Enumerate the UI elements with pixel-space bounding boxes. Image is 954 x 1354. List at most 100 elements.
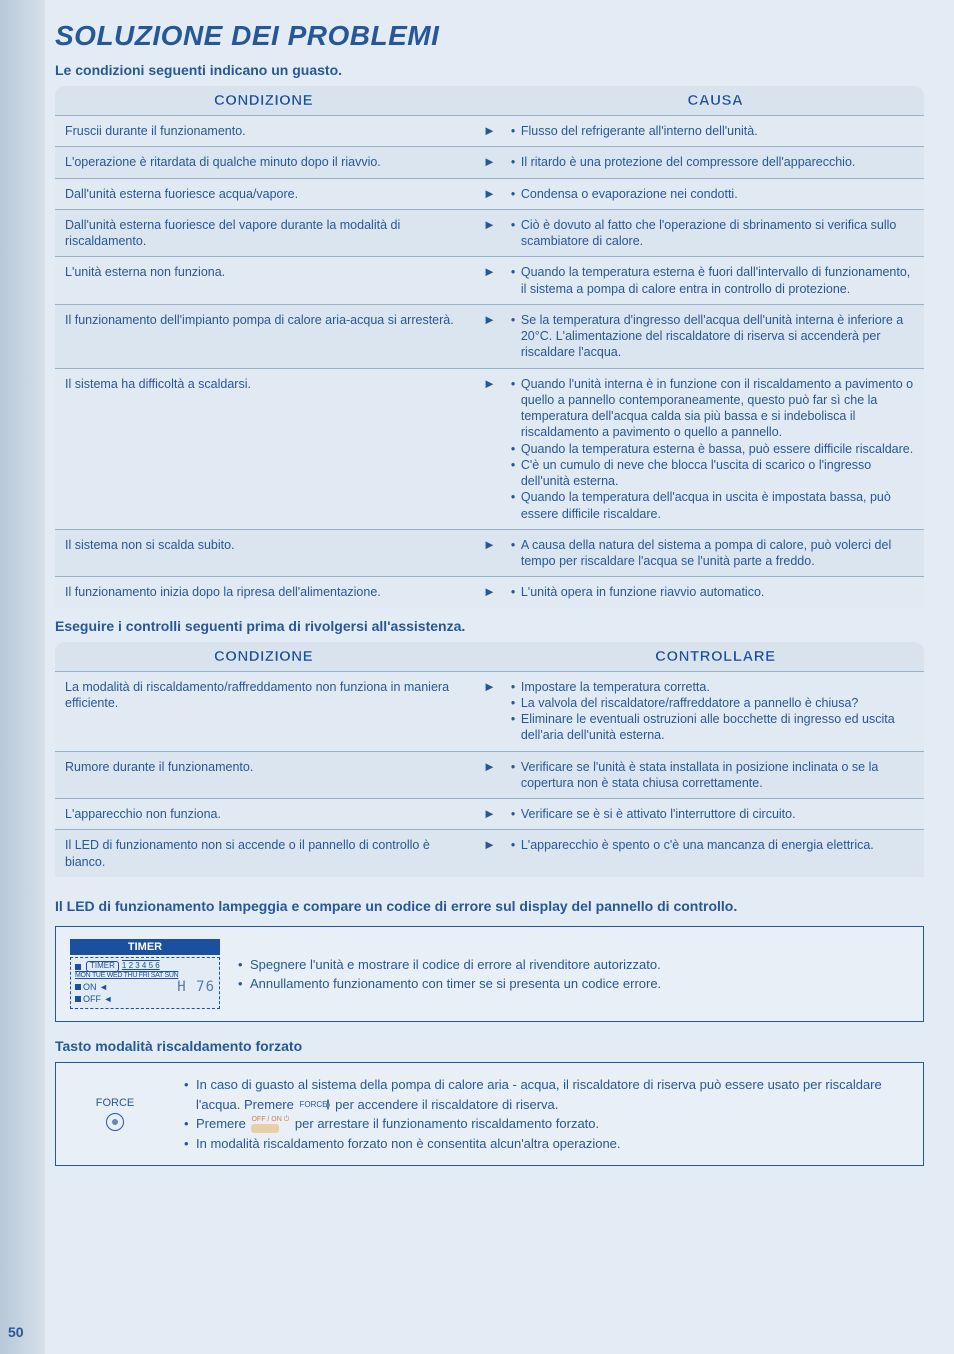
cause-item: Quando la temperatura dell'acqua in usci… — [511, 489, 914, 522]
section1-subtitle: Le condizioni seguenti indicano un guast… — [55, 62, 924, 78]
table-header-row: CONDIZIONE CAUSA — [55, 86, 924, 115]
arrow-icon: ► — [472, 535, 507, 572]
arrow-icon: ► — [472, 121, 507, 141]
timer-display: TIMER TIMER 1 2 3 4 5 6 MON TUE WED THU … — [70, 939, 220, 1009]
timer-label: TIMER — [70, 939, 220, 955]
table-row: L'operazione è ritardata di qualche minu… — [55, 146, 924, 177]
table-row: Dall'unità esterna fuoriesce del vapore … — [55, 209, 924, 257]
cause-item: Impostare la temperatura corretta. — [511, 679, 914, 695]
cause-cell: A causa della natura del sistema a pompa… — [507, 535, 924, 572]
condition-cell: Il funzionamento inizia dopo la ripresa … — [55, 582, 472, 602]
arrow-icon: ► — [472, 310, 507, 363]
lcd-on: ON ◄ — [83, 982, 108, 992]
cause-cell: Quando la temperatura esterna è fuori da… — [507, 262, 924, 299]
lcd-timer-badge: TIMER — [86, 961, 119, 972]
condition-cell: Fruscii durante il funzionamento. — [55, 121, 472, 141]
cause-cell: L'apparecchio è spento o c'è una mancanz… — [507, 835, 924, 872]
info-bullet: Annullamento funzionamento con timer se … — [238, 974, 909, 994]
table-row: Il funzionamento dell'impianto pompa di … — [55, 304, 924, 368]
condition-cell: Il funzionamento dell'impianto pompa di … — [55, 310, 472, 363]
inline-offon-label: OFF / ON ⏻ — [251, 1116, 289, 1123]
table-row: L'apparecchio non funziona.►Verificare s… — [55, 798, 924, 829]
arrow-icon: ► — [472, 804, 507, 824]
section3-note: Il LED di funzionamento lampeggia e comp… — [55, 897, 924, 917]
cause-item: L'apparecchio è spento o c'è una mancanz… — [511, 837, 914, 853]
lcd-off: OFF ◄ — [83, 994, 112, 1004]
table-row: Il sistema non si scalda subito.►A causa… — [55, 529, 924, 577]
section1-table: CONDIZIONE CAUSA Fruscii durante il funz… — [55, 86, 924, 608]
cause-item: Ciò è dovuto al fatto che l'operazione d… — [511, 217, 914, 250]
force-label: FORCE — [70, 1097, 160, 1109]
arrow-icon: ► — [472, 262, 507, 299]
cause-item: Quando la temperatura esterna è bassa, p… — [511, 441, 914, 457]
table-row: Rumore durante il funzionamento.►Verific… — [55, 751, 924, 799]
cause-item: L'unità opera in funzione riavvio automa… — [511, 584, 914, 600]
cause-item: Quando l'unità interna è in funzione con… — [511, 376, 914, 441]
force-mode-box: FORCE In caso di guasto al sistema della… — [55, 1062, 924, 1166]
cause-cell: Verificare se è si è attivato l'interrut… — [507, 804, 924, 824]
section2-subtitle: Eseguire i controlli seguenti prima di r… — [55, 618, 924, 634]
cause-cell: Il ritardo è una protezione del compress… — [507, 152, 924, 172]
arrow-icon: ► — [472, 374, 507, 524]
lcd-nums: 1 2 3 4 5 6 — [122, 962, 160, 971]
th-spacer — [472, 642, 507, 671]
section2-table: CONDIZIONE CONTROLLARE La modalità di ri… — [55, 642, 924, 877]
cause-cell: Impostare la temperatura corretta.La val… — [507, 677, 924, 746]
table-row: Fruscii durante il funzionamento.►Flusso… — [55, 115, 924, 146]
condition-cell: Il LED di funzionamento non si accende o… — [55, 835, 472, 872]
cause-item: Quando la temperatura esterna è fuori da… — [511, 264, 914, 297]
section3-bullet-list: Spegnere l'unità e mostrare il codice di… — [238, 955, 909, 994]
section4-subtitle: Tasto modalità riscaldamento forzato — [55, 1038, 924, 1054]
text: per arrestare il funzionamento riscaldam… — [295, 1116, 599, 1131]
cause-cell: Quando l'unità interna è in funzione con… — [507, 374, 924, 524]
arrow-icon: ► — [472, 677, 507, 746]
force-bullet-2: Premere OFF / ON ⏻ per arrestare il funz… — [184, 1114, 909, 1134]
table-row: Il sistema ha difficoltà a scaldarsi.►Qu… — [55, 368, 924, 529]
force-icon: FORCE — [70, 1097, 160, 1131]
cause-item: Il ritardo è una protezione del compress… — [511, 154, 914, 170]
page-title: SOLUZIONE DEI PROBLEMI — [55, 20, 924, 52]
cause-item: Eliminare le eventuali ostruzioni alle b… — [511, 711, 914, 744]
force-button-icon — [106, 1113, 124, 1131]
th-spacer — [472, 86, 507, 115]
cause-item: Se la temperatura d'ingresso dell'acqua … — [511, 312, 914, 361]
condition-cell: L'unità esterna non funziona. — [55, 262, 472, 299]
arrow-icon: ► — [472, 215, 507, 252]
force-bullet-3: In modalità riscaldamento forzato non è … — [184, 1134, 909, 1154]
condition-cell: Rumore durante il funzionamento. — [55, 757, 472, 794]
condition-cell: La modalità di riscaldamento/raffreddame… — [55, 677, 472, 746]
text: Premere — [196, 1116, 249, 1131]
cause-cell: Flusso del refrigerante all'interno dell… — [507, 121, 924, 141]
condition-cell: Dall'unità esterna fuoriesce del vapore … — [55, 215, 472, 252]
table-row: Dall'unità esterna fuoriesce acqua/vapor… — [55, 178, 924, 209]
th-check: CONTROLLARE — [507, 642, 924, 671]
cause-cell: Se la temperatura d'ingresso dell'acqua … — [507, 310, 924, 363]
page-number: 50 — [8, 1324, 24, 1340]
cause-item: Verificare se è si è attivato l'interrut… — [511, 806, 914, 822]
th-condition: CONDIZIONE — [55, 86, 472, 115]
cause-item: Flusso del refrigerante all'interno dell… — [511, 123, 914, 139]
info-bullet: Spegnere l'unità e mostrare il codice di… — [238, 955, 909, 975]
arrow-icon: ► — [472, 582, 507, 602]
th-cause: CAUSA — [507, 86, 924, 115]
error-code-box: TIMER TIMER 1 2 3 4 5 6 MON TUE WED THU … — [55, 926, 924, 1022]
table-row: Il LED di funzionamento non si accende o… — [55, 829, 924, 877]
condition-cell: Il sistema ha difficoltà a scaldarsi. — [55, 374, 472, 524]
force-bullet-1: In caso di guasto al sistema della pompa… — [184, 1075, 909, 1114]
cause-item: Condensa o evaporazione nei condotti. — [511, 186, 914, 202]
table-row: Il funzionamento inizia dopo la ripresa … — [55, 576, 924, 607]
inline-force-label: FORCE — [299, 1100, 327, 1109]
cause-cell: Condensa o evaporazione nei condotti. — [507, 184, 924, 204]
inline-force-icon: FORCE — [299, 1101, 329, 1109]
cause-cell: Ciò è dovuto al fatto che l'operazione d… — [507, 215, 924, 252]
section4-bullet-list: In caso di guasto al sistema della pompa… — [184, 1075, 909, 1153]
table-row: L'unità esterna non funziona.►Quando la … — [55, 256, 924, 304]
th-condition: CONDIZIONE — [55, 642, 472, 671]
cause-cell: L'unità opera in funzione riavvio automa… — [507, 582, 924, 602]
arrow-icon: ► — [472, 152, 507, 172]
cause-item: A causa della natura del sistema a pompa… — [511, 537, 914, 570]
cause-item: La valvola del riscaldatore/raffreddator… — [511, 695, 914, 711]
lcd-seg: H 76 — [177, 980, 215, 995]
cause-item: C'è un cumulo di neve che blocca l'uscit… — [511, 457, 914, 490]
inline-offon-icon: OFF / ON ⏻ — [251, 1116, 289, 1133]
